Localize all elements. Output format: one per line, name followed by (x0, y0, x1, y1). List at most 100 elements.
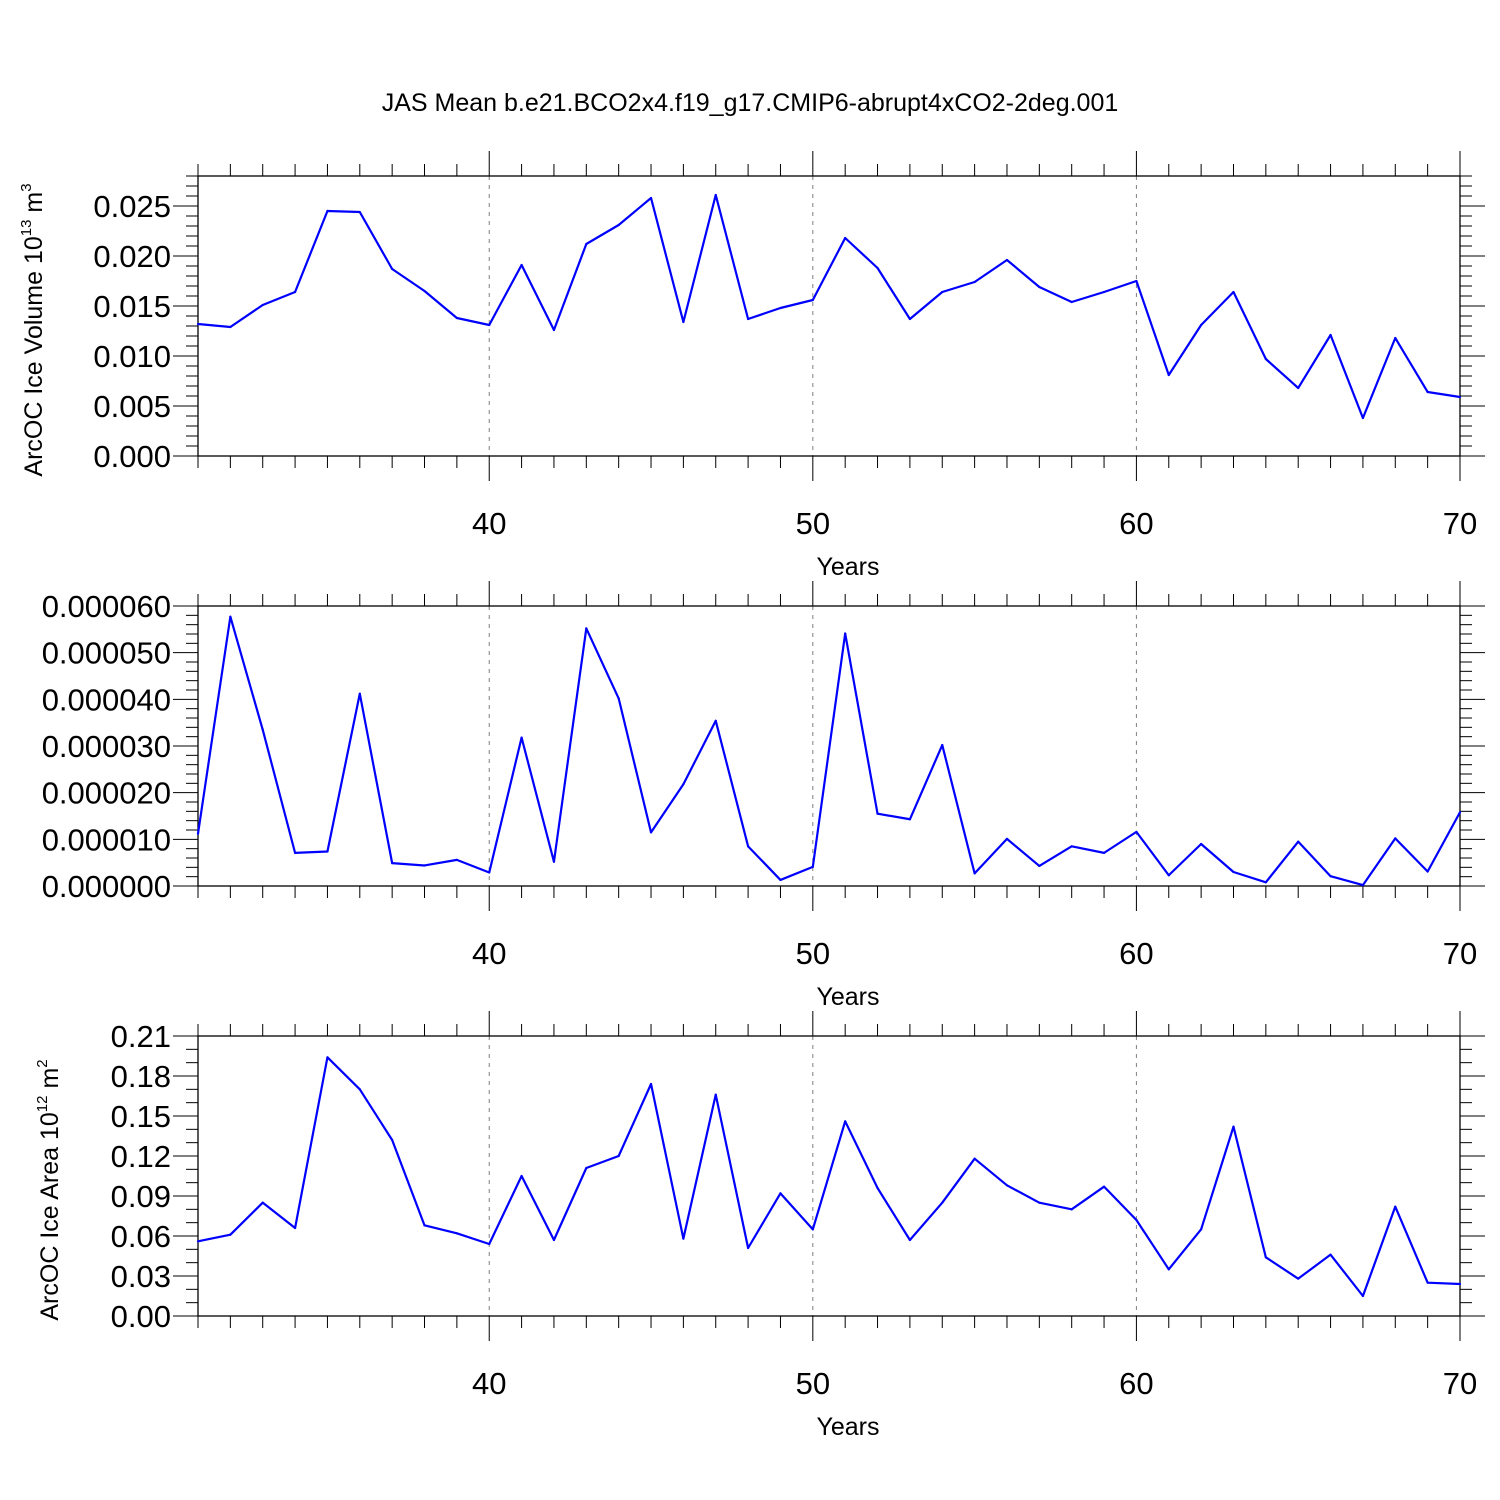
ice-area-data-point-52 (876, 1186, 879, 1190)
ice-area-data-point-62 (1200, 1228, 1203, 1231)
ice-area-data-point-56 (1005, 1184, 1009, 1187)
middle-y-tick-labels: 0.000000 0.000010 0.000020 0.000030 0.000040… (42, 589, 171, 904)
ice-volume-data-point-67 (1361, 416, 1365, 420)
middle-data-point-60 (1135, 830, 1138, 833)
ice-area-x-tick-label: 70 (1443, 1366, 1477, 1401)
ice-area-data-point-66 (1329, 1253, 1332, 1256)
middle-data-point-68 (1394, 837, 1397, 840)
ice-volume-data-point-64 (1264, 357, 1267, 361)
ice-volume-series-line (197, 193, 1461, 420)
ice-area-ylabel-exponent: 12 (34, 1096, 51, 1113)
ice-area-data-point-33 (261, 1201, 264, 1204)
ice-area-data-point-37 (391, 1138, 394, 1142)
ice-area-data-point-51 (844, 1120, 847, 1123)
ice-volume-x-tick-label: 60 (1119, 506, 1153, 541)
ice-volume-data-point-50 (811, 298, 814, 302)
middle-data-point-44 (617, 697, 620, 700)
middle-data-point-56 (1005, 837, 1009, 840)
ice-area-data-point-67 (1361, 1294, 1365, 1298)
ice-area-x-tick-label: 40 (472, 1366, 506, 1401)
ice-volume-data-point-47 (714, 193, 717, 197)
ice-area-data-point-64 (1264, 1256, 1267, 1259)
ice-area-y-tick-label: 0.00 (111, 1299, 171, 1334)
ice-volume-x-tick-label: 50 (796, 506, 830, 541)
ice-area-y-tick-label: 0.21 (111, 1019, 171, 1054)
ice-volume-data-point-62 (1200, 323, 1203, 327)
ice-volume-data-point-51 (844, 236, 847, 240)
middle-points (196, 615, 1462, 887)
middle-x-axis-title: Years (816, 983, 879, 1011)
middle-data-point-57 (1038, 864, 1041, 868)
middle-data-point-54 (941, 743, 944, 747)
ice-volume-ylabel-main: ArcOC Ice Volume 10 (20, 236, 48, 476)
ice-area-data-point-50 (811, 1228, 814, 1231)
ice-volume-data-point-39 (455, 316, 458, 320)
middle-data-point-65 (1297, 840, 1300, 843)
ice-area-data-point-40 (488, 1242, 491, 1246)
ice-volume-data-point-45 (649, 196, 653, 200)
ice-volume-data-point-61 (1167, 373, 1170, 377)
figure-title: JAS Mean b.e21.BCO2x4.f19_g17.CMIP6-abru… (382, 89, 1119, 117)
ice-area-x-tick-label: 50 (796, 1366, 830, 1401)
middle-y-tick-label: 0.000000 (42, 869, 171, 904)
middle-data-point-37 (391, 862, 394, 865)
ice-area-data-point-58 (1070, 1208, 1073, 1211)
ice-volume-y-tick-label: 0.025 (93, 189, 171, 224)
middle-panel: 0.000000 0.000010 0.000020 0.000030 0.000040… (42, 581, 1485, 1011)
ice-volume-data-point-69 (1426, 390, 1429, 394)
ice-area-data-point-35 (326, 1056, 329, 1059)
ice-area-data-point-57 (1038, 1201, 1041, 1204)
ice-volume-x-tick-label: 70 (1443, 506, 1477, 541)
ice-volume-y-tick-label: 0.010 (93, 339, 171, 374)
ice-area-y-tick-label: 0.18 (111, 1059, 171, 1094)
ice-volume-grid (488, 176, 1137, 456)
ice-volume-data-point-63 (1232, 290, 1235, 294)
middle-data-point-62 (1200, 842, 1203, 846)
middle-data-point-43 (585, 627, 588, 630)
middle-data-point-38 (423, 864, 426, 867)
ice-area-ticks (173, 1011, 1485, 1341)
ice-area-data-point-49 (779, 1192, 782, 1195)
ice-volume-x-tick-label: 40 (472, 506, 506, 541)
middle-data-point-61 (1167, 874, 1170, 877)
ice-volume-data-point-44 (617, 223, 620, 227)
ice-volume-ylabel-unit: m (20, 192, 48, 220)
ice-volume-data-point-33 (261, 303, 264, 307)
ice-area-data-point-32 (229, 1233, 232, 1236)
middle-data-point-45 (649, 831, 653, 834)
ice-volume-data-point-34 (293, 290, 297, 294)
ice-volume-data-point-53 (908, 317, 912, 321)
middle-data-point-50 (811, 865, 814, 868)
ice-area-data-point-44 (617, 1154, 620, 1158)
ice-area-y-tick-label: 0.09 (111, 1179, 171, 1214)
ice-area-series-line (197, 1056, 1461, 1298)
middle-plot-frame (197, 605, 1461, 887)
ice-volume-data-point-46 (682, 320, 685, 324)
ice-area-data-point-43 (585, 1166, 588, 1170)
middle-x-tick-label: 40 (472, 936, 506, 971)
ice-volume-data-point-57 (1038, 285, 1041, 289)
ice-area-data-point-47 (714, 1093, 717, 1096)
ice-area-x-tick-labels: 40 50 60 70 (472, 1366, 1477, 1401)
middle-y-tick-label: 0.000060 (42, 589, 171, 624)
middle-data-point-33 (261, 728, 264, 731)
ice-volume-points (196, 193, 1462, 420)
ice-area-data-point-39 (455, 1232, 458, 1235)
middle-data-point-69 (1426, 870, 1429, 873)
middle-data-point-55 (973, 872, 976, 875)
ice-area-ylabel-unit-exponent: 2 (34, 1059, 51, 1067)
middle-data-point-70 (1458, 811, 1462, 814)
ice-volume-ticks (173, 151, 1485, 481)
middle-data-point-64 (1264, 881, 1267, 884)
ice-area-data-point-48 (747, 1246, 750, 1250)
middle-ticks (173, 581, 1485, 911)
ice-area-data-point-54 (941, 1201, 944, 1204)
ice-volume-y-tick-labels: 0.000 0.005 0.010 0.015 0.020 0.025 (93, 189, 171, 474)
ice-volume-data-point-66 (1329, 333, 1332, 337)
middle-grid (488, 606, 1137, 886)
ice-volume-data-point-31 (196, 322, 200, 326)
ice-area-points (196, 1056, 1462, 1298)
ice-volume-data-point-70 (1458, 395, 1462, 399)
middle-data-point-42 (552, 860, 556, 863)
